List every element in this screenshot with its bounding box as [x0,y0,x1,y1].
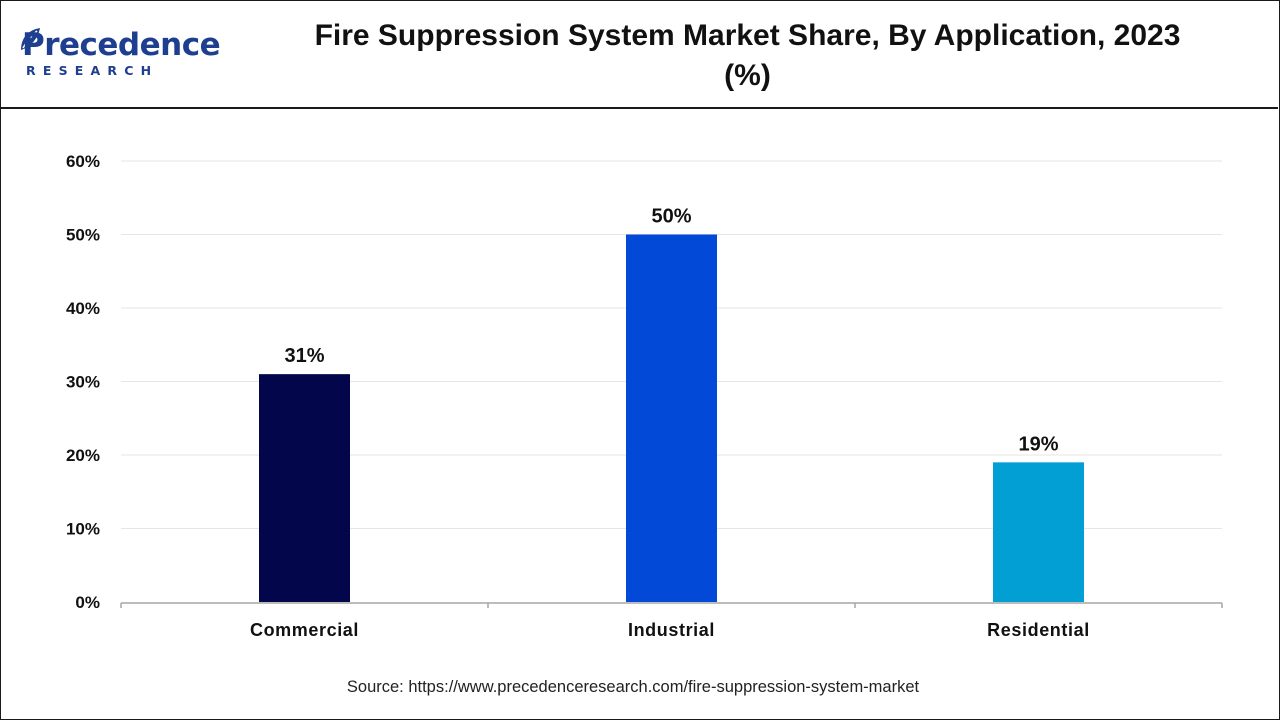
y-tick-label: 20% [66,446,100,465]
brand-logo[interactable]: Precedence RESEARCH [21,26,222,82]
x-axis [120,602,1223,608]
data-label: 31% [284,345,324,367]
source-note: Source: https://www.precedenceresearch.c… [346,678,920,696]
x-tick-label: Commercial [250,620,359,640]
x-tick-label: Industrial [628,620,715,640]
x-axis-labels: Commercial Industrial Residential [250,620,1090,640]
leaf-icon [21,28,40,50]
header: Precedence RESEARCH Fire Suppression Sys… [0,0,1278,109]
y-tick-label: 30% [66,373,100,392]
y-tick-label: 0% [75,593,100,612]
bar-commercial [259,374,350,602]
y-tick-label: 60% [66,152,100,171]
chart-title: Fire Suppression System Market Share, By… [314,19,1181,92]
bar-industrial [626,234,717,602]
y-axis-ticks: 0% 10% 20% 30% 40% 50% 60% [66,152,100,612]
y-tick-label: 10% [66,520,100,539]
y-tick-label: 50% [66,226,100,245]
brand-sub: RESEARCH [26,63,159,78]
bars: 31% 50% 19% [259,206,1084,602]
bar-residential [993,462,1084,602]
data-label: 50% [651,206,691,228]
x-tick-label: Residential [987,620,1090,640]
y-tick-label: 40% [66,299,100,318]
data-label: 19% [1018,433,1058,455]
bar-chart: 0% 10% 20% 30% 40% 50% 60% 31% 50% 19% Commercia… [66,152,1223,640]
brand-name: Precedence [22,27,221,63]
